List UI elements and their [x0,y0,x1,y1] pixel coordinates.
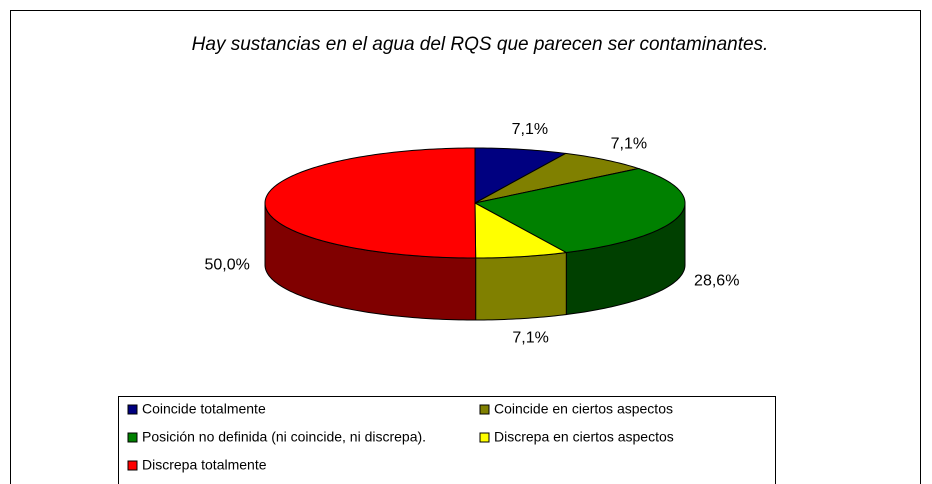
chart-title: Hay sustancias en el agua del RQS que pa… [192,34,769,55]
legend-box [118,396,776,484]
slice [264,147,477,259]
slice [474,202,568,259]
data-label: 50,0% [205,256,250,273]
legend-swatch [127,404,138,415]
legend-swatch [479,432,490,443]
legend-label: Discrepa en ciertos aspectos [494,429,674,445]
slice [474,152,641,204]
chart-frame [10,10,921,484]
legend-swatch [479,404,490,415]
slice-side [475,251,567,321]
slice [473,168,686,254]
data-label: 7,1% [512,329,548,346]
legend-label: Posición no definida (ni coincide, ni di… [142,429,426,445]
legend-label: Coincide totalmente [142,401,266,417]
data-label: 7,1% [611,135,647,152]
data-label: 7,1% [512,121,548,138]
legend-swatch [127,432,138,443]
legend-label: Discrepa totalmente [142,457,267,473]
legend-label: Coincide en ciertos aspectos [494,401,673,417]
data-label: 28,6% [694,273,739,290]
slice [474,147,568,204]
legend-swatch [127,460,138,471]
